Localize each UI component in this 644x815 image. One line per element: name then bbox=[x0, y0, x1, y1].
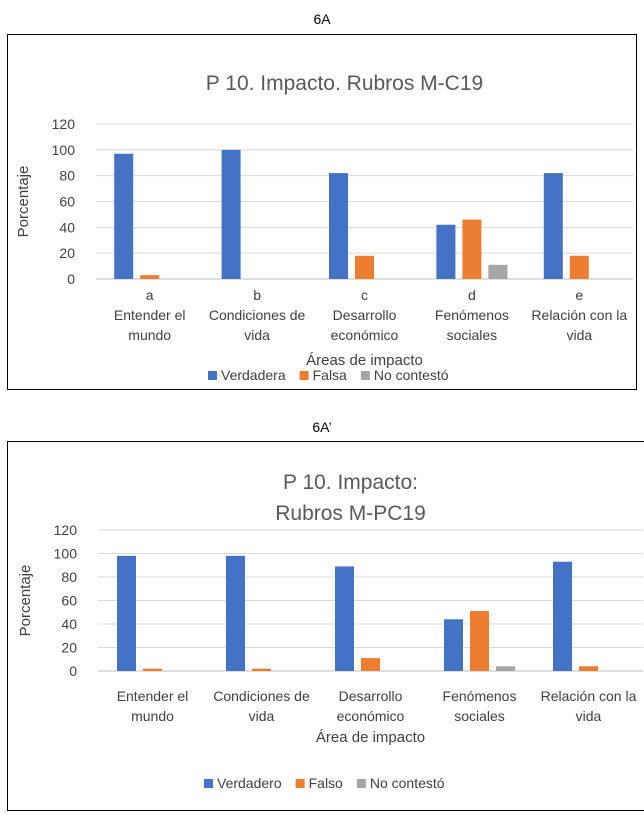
y-tick-label: 60 bbox=[59, 194, 75, 210]
y-tick-label: 80 bbox=[59, 168, 75, 184]
bar bbox=[444, 619, 463, 671]
x-tick-label: Condiciones de bbox=[209, 307, 306, 323]
x-tick-label: mundo bbox=[128, 327, 171, 343]
bar bbox=[470, 611, 489, 671]
x-tick-label: sociales bbox=[454, 708, 505, 724]
x-tick-label: c bbox=[361, 287, 368, 303]
x-tick-label: vida bbox=[244, 327, 270, 343]
x-tick-label: a bbox=[146, 287, 154, 303]
legend-label: Falso bbox=[309, 775, 343, 791]
chart-title: P 10. Impacto. Rubros M-C19 bbox=[206, 72, 483, 95]
x-tick-label: vida bbox=[566, 327, 592, 343]
bar bbox=[496, 666, 515, 671]
x-tick-label: económico bbox=[331, 327, 399, 343]
y-tick-label: 100 bbox=[52, 142, 76, 158]
bar bbox=[117, 555, 136, 671]
bar bbox=[140, 275, 160, 279]
chart-1: P 10. Impacto. Rubros M-C19 0 20 40 60 80 100 1… bbox=[15, 72, 633, 383]
chart-title: P 10. Impacto: bbox=[283, 471, 418, 494]
bar bbox=[335, 566, 354, 671]
x-tick-label: Entender el bbox=[114, 307, 186, 323]
x-tick-label: Condiciones de bbox=[213, 688, 310, 704]
y-tick-label: 120 bbox=[54, 522, 78, 538]
bar bbox=[569, 255, 589, 279]
legend-label: Falsa bbox=[313, 367, 347, 383]
panel-label-6a: 6A bbox=[313, 11, 331, 27]
x-tick-label: vida bbox=[576, 708, 602, 724]
bar bbox=[543, 173, 563, 279]
chart-1-content: P 10. Impacto. Rubros M-C19 0 20 40 60 80 100 1… bbox=[15, 72, 633, 383]
legend-label: No contestó bbox=[374, 367, 449, 383]
bar bbox=[252, 668, 271, 671]
bar bbox=[436, 224, 456, 279]
x-tick-label: d bbox=[468, 287, 476, 303]
legend-swatch bbox=[295, 779, 305, 788]
legend-swatch bbox=[299, 371, 309, 380]
y-axis-label: Porcentaje bbox=[15, 166, 32, 238]
x-tick-label: económico bbox=[337, 708, 405, 724]
x-tick-label: vida bbox=[249, 708, 275, 724]
y-tick-label: 0 bbox=[67, 271, 75, 287]
chart-frame-1: P 10. Impacto. Rubros M-C19 0 20 40 60 80 100 1… bbox=[7, 34, 637, 390]
y-tick-label: 40 bbox=[61, 616, 77, 632]
legend-swatch bbox=[356, 779, 366, 788]
bar bbox=[579, 666, 598, 671]
y-tick-label: 20 bbox=[59, 245, 75, 261]
legend-swatch bbox=[360, 371, 370, 380]
bar bbox=[329, 173, 348, 279]
legend-label: No contestó bbox=[370, 775, 445, 791]
bar bbox=[361, 658, 380, 671]
bar bbox=[488, 264, 508, 279]
chart-title: Rubros M-PC19 bbox=[275, 502, 426, 525]
bar bbox=[355, 255, 374, 279]
bar bbox=[553, 561, 572, 671]
y-tick-label: 80 bbox=[61, 569, 77, 585]
x-tick-label: Relación con la bbox=[531, 307, 627, 323]
x-tick-label: mundo bbox=[131, 708, 174, 724]
x-axis-label: Área de impacto bbox=[316, 729, 425, 746]
y-tick-label: 120 bbox=[52, 116, 76, 132]
legend-swatch bbox=[208, 371, 217, 380]
chart-2-content: P 10. Impacto: Rubros M-PC19 0 20 40 60 80 100 1… bbox=[17, 471, 643, 791]
chart-2: P 10. Impacto: Rubros M-PC19 0 20 40 60 80 100 1… bbox=[17, 471, 643, 791]
y-tick-label: 0 bbox=[69, 663, 77, 679]
panel-label-6a-prime: 6A’ bbox=[312, 419, 332, 435]
bar bbox=[226, 555, 245, 671]
x-tick-label: Fenómenos bbox=[435, 307, 509, 323]
y-tick-label: 100 bbox=[54, 546, 78, 562]
y-tick-label: 20 bbox=[61, 640, 77, 656]
x-tick-label: Desarrollo bbox=[333, 307, 397, 323]
y-tick-label: 60 bbox=[61, 593, 77, 609]
legend-label: Verdadero bbox=[217, 775, 282, 791]
y-axis-label: Porcentaje bbox=[17, 565, 34, 637]
bar bbox=[221, 149, 241, 279]
legend-label: Verdadera bbox=[221, 367, 286, 383]
y-tick-label: 40 bbox=[59, 219, 75, 235]
bar bbox=[462, 219, 482, 279]
x-tick-label: Entender el bbox=[117, 688, 189, 704]
chart-frame-2: P 10. Impacto: Rubros M-PC19 0 20 40 60 80 100 1… bbox=[7, 441, 644, 811]
x-tick-label: e bbox=[575, 287, 583, 303]
bar bbox=[143, 668, 162, 671]
x-tick-label: Fenómenos bbox=[443, 688, 517, 704]
bar bbox=[114, 153, 134, 279]
x-axis-label: Áreas de impacto bbox=[306, 352, 423, 369]
x-tick-label: b bbox=[253, 287, 261, 303]
x-tick-label: Relación con la bbox=[541, 688, 637, 704]
x-tick-label: sociales bbox=[447, 327, 498, 343]
x-tick-label: Desarrollo bbox=[339, 688, 403, 704]
legend-swatch bbox=[204, 779, 213, 788]
